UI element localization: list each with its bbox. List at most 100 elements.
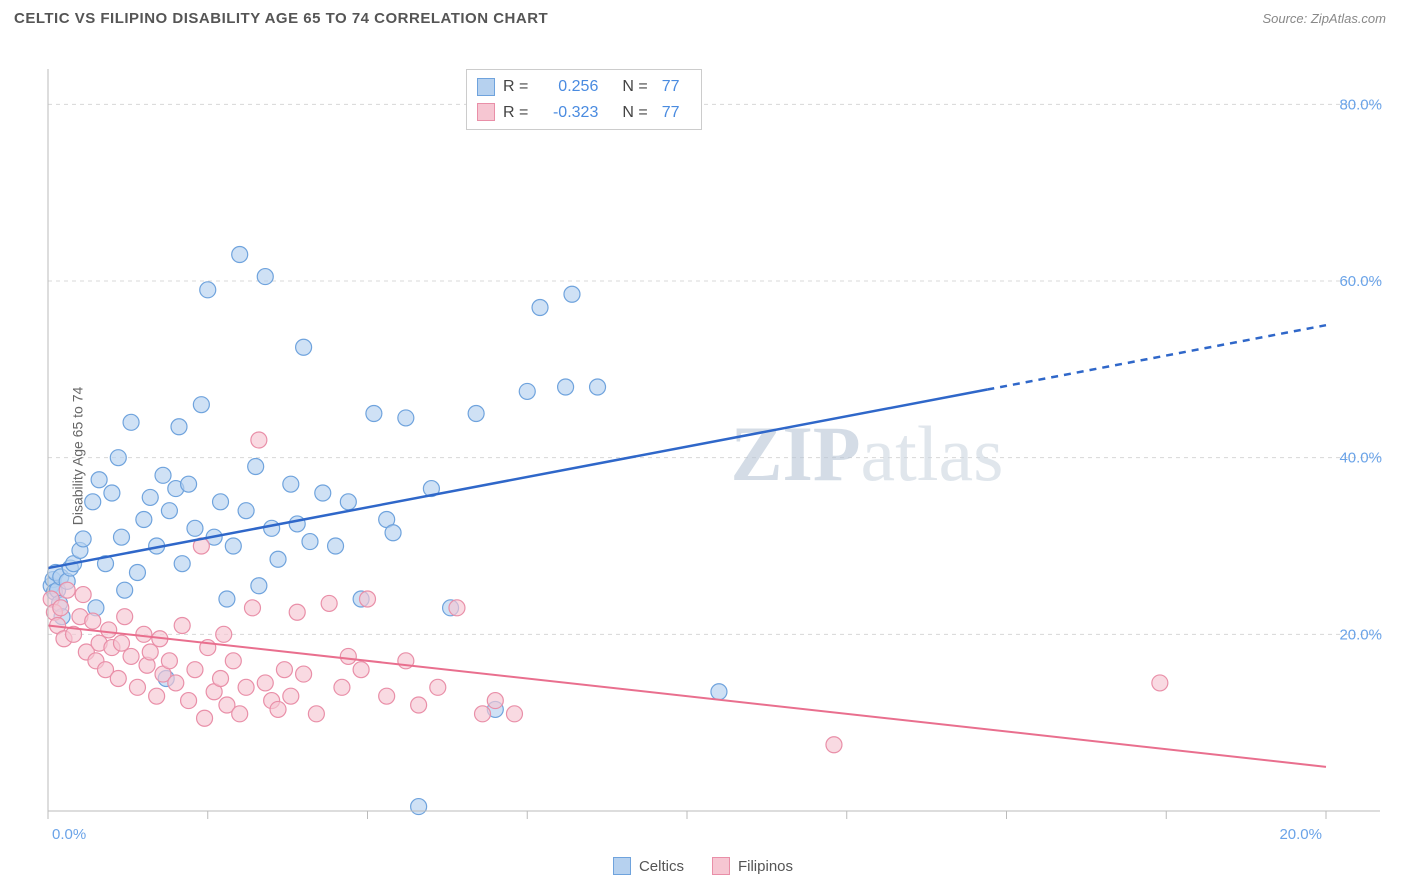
data-point (296, 666, 312, 682)
legend-swatch (712, 857, 730, 875)
data-point (197, 710, 213, 726)
legend-n-label: N = (622, 74, 647, 100)
data-point (200, 282, 216, 298)
data-point (129, 679, 145, 695)
data-point (117, 609, 133, 625)
data-point (155, 467, 171, 483)
data-point (340, 648, 356, 664)
data-point (75, 531, 91, 547)
data-point (564, 286, 580, 302)
data-point (475, 706, 491, 722)
data-point (213, 671, 229, 687)
data-point (149, 688, 165, 704)
data-point (216, 626, 232, 642)
data-point (558, 379, 574, 395)
data-point (430, 679, 446, 695)
data-point (251, 578, 267, 594)
data-point (244, 600, 260, 616)
data-point (225, 653, 241, 669)
data-point (168, 675, 184, 691)
data-point (276, 662, 292, 678)
y-tick-label: 20.0% (1339, 626, 1382, 643)
data-point (248, 459, 264, 475)
data-point (225, 538, 241, 554)
data-point (181, 476, 197, 492)
data-point (161, 653, 177, 669)
data-point (302, 534, 318, 550)
chart-source: Source: ZipAtlas.com (1262, 11, 1386, 26)
trend-line (48, 626, 1326, 767)
data-point (219, 591, 235, 607)
data-point (136, 626, 152, 642)
data-point (308, 706, 324, 722)
data-point (142, 644, 158, 660)
data-point (385, 525, 401, 541)
data-point (360, 591, 376, 607)
data-point (398, 410, 414, 426)
correlation-legend: R = 0.256 N = 77R =-0.323N =77 (466, 69, 702, 130)
data-point (283, 688, 299, 704)
legend-r-label: R = (503, 74, 528, 100)
data-point (142, 489, 158, 505)
data-point (232, 247, 248, 263)
data-point (171, 419, 187, 435)
data-point (283, 476, 299, 492)
data-point (1152, 675, 1168, 691)
data-point (590, 379, 606, 395)
data-point (826, 737, 842, 753)
y-tick-label: 60.0% (1339, 273, 1382, 290)
data-point (449, 600, 465, 616)
data-point (411, 799, 427, 815)
legend-swatch (477, 103, 495, 121)
data-point (334, 679, 350, 695)
legend-r-value: 0.256 (542, 74, 598, 100)
data-point (321, 595, 337, 611)
data-point (411, 697, 427, 713)
source-link[interactable]: ZipAtlas.com (1311, 11, 1386, 26)
data-point (238, 679, 254, 695)
data-point (110, 671, 126, 687)
chart-container: Disability Age 65 to 74 20.0%40.0%60.0%8… (0, 31, 1406, 881)
data-point (238, 503, 254, 519)
data-point (289, 604, 305, 620)
legend-label: Filipinos (738, 858, 793, 875)
scatter-chart-svg: 20.0%40.0%60.0%80.0%ZIPatlas0.0%20.0% (0, 31, 1406, 881)
data-point (117, 582, 133, 598)
y-axis-label: Disability Age 65 to 74 (69, 387, 85, 526)
data-point (113, 529, 129, 545)
data-point (123, 414, 139, 430)
data-point (101, 622, 117, 638)
data-point (257, 675, 273, 691)
data-point (113, 635, 129, 651)
chart-header: CELTIC VS FILIPINO DISABILITY AGE 65 TO … (0, 0, 1406, 31)
trend-line-extrapolated (987, 325, 1326, 389)
watermark: ZIPatlas (731, 410, 1004, 497)
data-point (187, 662, 203, 678)
data-point (257, 269, 273, 285)
data-point (353, 662, 369, 678)
legend-row: R =0.256N =77 (477, 74, 685, 100)
legend-item: Filipinos (712, 857, 793, 875)
y-tick-label: 80.0% (1339, 96, 1382, 113)
legend-n-value: 77 (662, 100, 680, 126)
data-point (174, 618, 190, 634)
data-point (53, 600, 69, 616)
data-point (59, 582, 75, 598)
legend-row: R =-0.323N =77 (477, 100, 685, 126)
data-point (187, 520, 203, 536)
data-point (328, 538, 344, 554)
data-point (181, 693, 197, 709)
data-point (264, 520, 280, 536)
source-prefix: Source: (1262, 11, 1310, 26)
data-point (110, 450, 126, 466)
data-point (468, 406, 484, 422)
legend-item: Celtics (613, 857, 684, 875)
legend-r-value: -0.323 (542, 100, 598, 126)
legend-swatch (477, 78, 495, 96)
data-point (174, 556, 190, 572)
x-tick-label: 20.0% (1279, 826, 1322, 843)
data-point (532, 300, 548, 316)
data-point (129, 565, 145, 581)
data-point (379, 688, 395, 704)
data-point (366, 406, 382, 422)
